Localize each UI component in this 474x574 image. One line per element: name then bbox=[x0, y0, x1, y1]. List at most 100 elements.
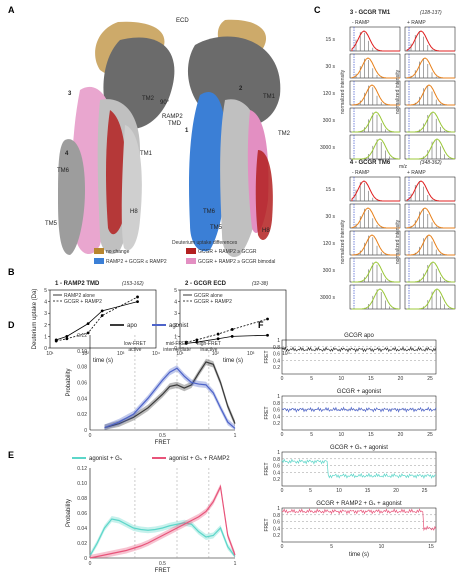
chart-c0-spectrum-frame bbox=[349, 80, 401, 106]
chart-c1-fit-curve bbox=[351, 207, 400, 229]
chart-b0-xtick: 10³ bbox=[117, 351, 125, 357]
legend-swatch-bimodal bbox=[186, 258, 196, 264]
chart-b0-ylabel: Deuterium uptake (Da) bbox=[32, 289, 38, 350]
chart-f0-ytick: 0.6 bbox=[273, 352, 280, 358]
chart-c1-title: 4 - GCGR TM6 bbox=[350, 160, 391, 166]
chart-f0-frame bbox=[281, 339, 437, 375]
chart-c1-fit-curve bbox=[406, 180, 455, 202]
legend-a: Deuterium uptake differences no change G… bbox=[94, 240, 275, 265]
label-tm1-left: TM1 bbox=[140, 151, 153, 157]
chart-c1-fit-curve bbox=[407, 288, 456, 310]
label-tm2-left: TM2 bbox=[142, 96, 155, 102]
chart-f0-ytick: 1 bbox=[277, 338, 280, 344]
chart-c0-spectrum-frame bbox=[349, 53, 401, 79]
label-tm6-left: TM6 bbox=[57, 168, 70, 174]
chart-c0-xlabel: m/z bbox=[399, 164, 408, 170]
chart-b0-ytick: 0 bbox=[44, 346, 47, 352]
chart-e-ytick: 0.12 bbox=[77, 466, 87, 472]
chart-b0-ytick: 4 bbox=[44, 300, 47, 306]
chart-f1-xtick: 15 bbox=[368, 432, 374, 438]
chart-c0-spectrum-frame bbox=[404, 80, 456, 106]
chart-d-legend-label: agonist bbox=[169, 323, 189, 329]
chart-d-ytick: 0.10 bbox=[77, 349, 87, 355]
legend-swatch-ramp2-gcgr bbox=[94, 258, 104, 264]
chart-c0-time: 120 s bbox=[323, 91, 336, 97]
chart-b0-point bbox=[86, 331, 90, 335]
chart-c0-spectrum-frame bbox=[349, 107, 401, 133]
chart-f1-xtick: 10 bbox=[338, 432, 344, 438]
chart-b1-title: 2 - GCGR ECD bbox=[185, 281, 227, 287]
chart-b0-xtick: 10¹ bbox=[46, 351, 54, 357]
chart-b0-ytick: 3 bbox=[44, 311, 47, 317]
structure-illustration-right bbox=[187, 19, 281, 258]
chart-b1-point bbox=[184, 340, 188, 344]
chart-c1-fit-curve bbox=[406, 234, 456, 256]
chart-d-ytick: 0.06 bbox=[77, 381, 87, 387]
chart-d-legend-label: apo bbox=[127, 323, 138, 329]
chart-e: 0 0.02 0.04 0.06 0.08 0.10 0.12 0 0.5 1 FRET Probab… bbox=[66, 456, 237, 574]
chart-f0-ylabel: FRET bbox=[264, 350, 270, 363]
chart-b1-point bbox=[195, 340, 199, 344]
chart-c1-time: 3000 s bbox=[320, 295, 336, 301]
chart-f0-xtick: 25 bbox=[427, 376, 433, 382]
chart-f1-frame bbox=[281, 395, 437, 431]
chart-c0-time: 15 s bbox=[326, 37, 336, 43]
panel-letter-c: C bbox=[314, 5, 321, 15]
chart-b1-ytick: 4 bbox=[174, 300, 177, 306]
chart-b0-point bbox=[136, 300, 139, 303]
chart-f0-xtick: 20 bbox=[398, 376, 404, 382]
chart-c0-spectrum-frame bbox=[404, 107, 456, 133]
chart-b1-ytick: 0 bbox=[174, 346, 177, 352]
chart-f1-ytick: 1 bbox=[277, 394, 280, 400]
chart-b1-point bbox=[266, 317, 269, 321]
chart-c1-time: 120 s bbox=[323, 241, 336, 247]
label-tm5-right: TM5 bbox=[210, 225, 223, 231]
chart-b1-point bbox=[195, 338, 199, 342]
chart-c1-fit-curve bbox=[351, 288, 401, 310]
chart-d-ytick: 0.04 bbox=[77, 396, 87, 402]
chart-f1-xtick: 25 bbox=[427, 432, 433, 438]
chart-b0-xtick: 10² bbox=[82, 351, 90, 357]
chart-f3-ytick: 0.6 bbox=[273, 520, 280, 526]
chart-f3-xtick: 5 bbox=[330, 544, 333, 550]
chart-b0-ytick: 5 bbox=[44, 288, 47, 294]
chart-c0-spectrum-frame bbox=[404, 26, 456, 52]
chart-f3-frame bbox=[281, 507, 437, 543]
chart-c1-spectrum-frame bbox=[349, 230, 401, 256]
chart-e-ytick: 0.04 bbox=[77, 526, 87, 532]
label-tm2-right: TM2 bbox=[278, 131, 291, 137]
chart-f0-xtick: 5 bbox=[310, 376, 313, 382]
chart-e-ytick: 0 bbox=[84, 556, 87, 562]
chart-e-ytick: 0.08 bbox=[77, 496, 87, 502]
chart-d-xtick: 0 bbox=[89, 433, 92, 439]
panel-letter-d: D bbox=[8, 320, 15, 330]
chart-d-annotation: low-FRET active bbox=[124, 341, 146, 353]
panel-letter-f: F bbox=[258, 320, 264, 330]
chart-d-ytick: 0.08 bbox=[77, 365, 87, 371]
chart-f2-xtick: 0 bbox=[281, 488, 284, 494]
chart-c0-title: 3 - GCGR TM1 bbox=[350, 10, 391, 16]
chart-d-ylabel: Probability bbox=[66, 368, 72, 396]
chart-c0-spectrum-frame bbox=[349, 26, 401, 52]
chart-b1-legend-label: GCGR alone bbox=[194, 293, 223, 299]
chart-c1-spectrum-frame bbox=[349, 257, 401, 283]
chart-f1-xtick: 5 bbox=[310, 432, 313, 438]
chart-c1-time: 30 s bbox=[326, 214, 336, 220]
chart-b1-xtick: 10¹ bbox=[176, 351, 184, 357]
chart-b0-title-range: (153-162) bbox=[122, 281, 144, 287]
chart-b1-title-range: (32-38) bbox=[252, 281, 268, 287]
chart-f1-ytick: 0.4 bbox=[273, 414, 280, 420]
chart-f2-frame bbox=[281, 451, 437, 487]
chart-f1-xtick: 0 bbox=[281, 432, 284, 438]
chart-f3-ytick: 0.2 bbox=[273, 533, 280, 539]
chart-b0-point bbox=[65, 335, 69, 338]
chart-b1-xtick: 10² bbox=[212, 351, 220, 357]
chart-f0-xtick: 10 bbox=[338, 376, 344, 382]
label-1: 1 bbox=[185, 128, 189, 134]
chart-d-ytick: 0.02 bbox=[77, 412, 87, 418]
chart-b0-xtick: 10⁴ bbox=[152, 351, 160, 357]
chart-c0-spectrum-frame bbox=[404, 134, 456, 160]
chart-b1-frame bbox=[179, 289, 287, 349]
chart-f2-trace bbox=[281, 458, 437, 479]
